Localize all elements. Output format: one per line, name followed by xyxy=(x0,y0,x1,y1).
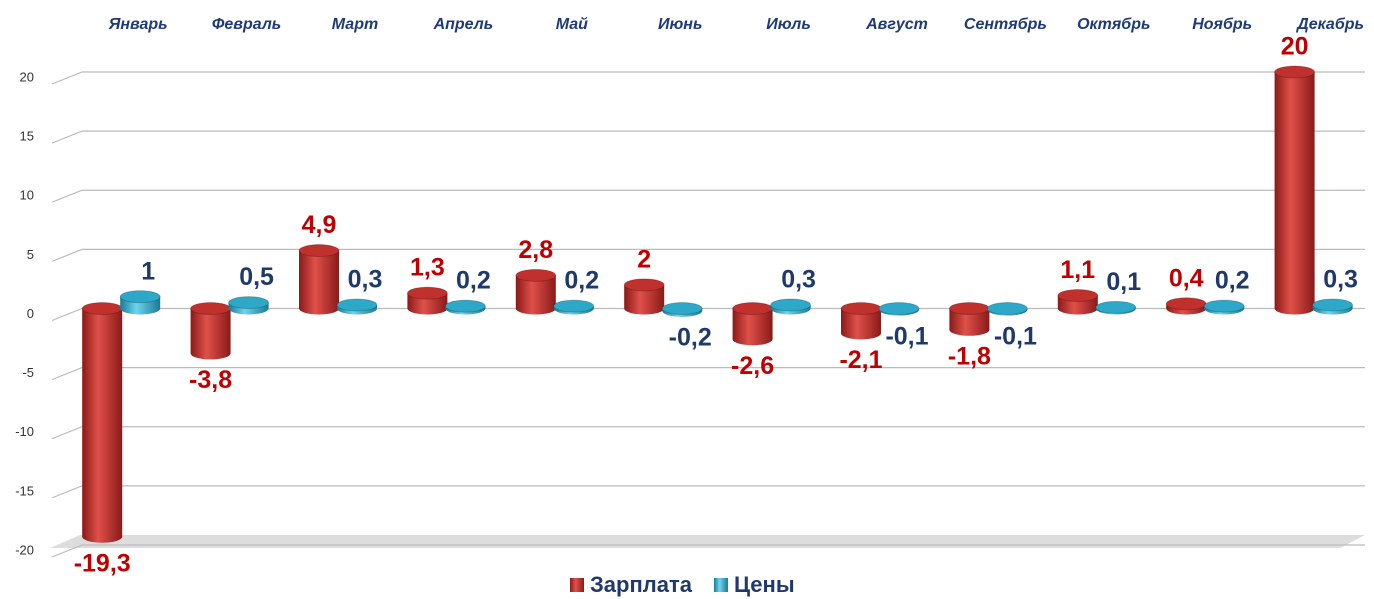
y-tick-label: -20 xyxy=(15,542,34,557)
x-tick-label: Июль xyxy=(766,16,811,33)
bar-top xyxy=(553,299,595,313)
value-label: 2 xyxy=(637,245,651,273)
value-label: 2,8 xyxy=(518,236,553,264)
bar xyxy=(949,308,990,330)
value-label: -1,8 xyxy=(948,342,991,370)
bar-top xyxy=(298,244,340,258)
value-label: 4,9 xyxy=(302,211,337,239)
y-tick-label: 10 xyxy=(20,188,34,203)
y-tick-label: 20 xyxy=(20,69,34,84)
bar-top xyxy=(948,302,990,315)
value-label: -0,2 xyxy=(669,323,712,351)
legend-label: Цены xyxy=(734,572,795,597)
value-label: 1 xyxy=(141,257,155,285)
bar-top xyxy=(1057,288,1099,302)
bar-top xyxy=(1274,65,1316,79)
bar-top xyxy=(406,286,448,300)
bar-top xyxy=(515,268,557,282)
bar-top xyxy=(444,299,486,313)
bar-top xyxy=(623,278,665,292)
bar xyxy=(190,308,231,354)
bar-top xyxy=(770,298,812,312)
floor xyxy=(50,535,1365,548)
legend-swatch xyxy=(713,578,728,592)
x-tick-label: Март xyxy=(332,16,378,33)
grid-line xyxy=(51,485,1365,499)
y-tick-label: -10 xyxy=(15,424,34,439)
bar-top xyxy=(190,302,232,315)
bar-top xyxy=(336,298,378,312)
bar-top xyxy=(228,296,270,310)
value-label: 0,2 xyxy=(456,267,491,295)
bar-top xyxy=(119,290,161,304)
grid-line xyxy=(51,307,1365,322)
grid-line xyxy=(51,544,1365,558)
value-label: -0,1 xyxy=(994,322,1037,350)
value-label: 1,1 xyxy=(1060,256,1095,284)
x-tick-label: Сентябрь xyxy=(964,16,1047,33)
grid-line xyxy=(51,426,1365,440)
bar xyxy=(624,284,665,309)
bar-top xyxy=(732,302,774,315)
value-label: 0,2 xyxy=(1215,267,1250,295)
x-tick-label: Апрель xyxy=(433,16,494,33)
bar xyxy=(1274,72,1315,309)
y-tick-label: -5 xyxy=(22,365,34,380)
value-label: -2,6 xyxy=(731,352,774,380)
y-tick-label: 0 xyxy=(27,306,34,321)
grid-line xyxy=(51,71,1365,85)
y-tick-label: 15 xyxy=(20,129,34,144)
grid-line xyxy=(51,189,1365,203)
value-label: 0,3 xyxy=(781,266,816,294)
value-label: -2,1 xyxy=(839,346,882,374)
grid-line xyxy=(51,367,1365,381)
grid-line xyxy=(51,130,1365,144)
value-label: 20 xyxy=(1281,33,1309,61)
value-label: 1,3 xyxy=(410,254,445,282)
bar-top xyxy=(840,302,882,315)
x-tick-label: Август xyxy=(865,16,928,33)
value-label: 0,2 xyxy=(564,267,599,295)
y-tick-label: 5 xyxy=(27,247,34,262)
x-tick-label: Январь xyxy=(108,16,168,33)
bar-top xyxy=(878,302,920,315)
value-label: 0,3 xyxy=(1323,266,1358,294)
legend-swatch xyxy=(570,578,584,592)
x-tick-label: Ноябрь xyxy=(1192,16,1252,33)
bar-top xyxy=(81,302,123,315)
bar xyxy=(299,250,339,309)
bar xyxy=(82,308,123,537)
x-tick-label: Октябрь xyxy=(1077,16,1150,33)
value-label: -3,8 xyxy=(189,366,232,394)
x-tick-label: Февраль xyxy=(212,16,281,33)
bar-top xyxy=(986,302,1028,315)
grid-line xyxy=(51,248,1365,262)
value-label: -19,3 xyxy=(74,549,131,577)
value-label: 0,3 xyxy=(348,266,383,294)
bar-top xyxy=(661,302,703,315)
value-label: 0,1 xyxy=(1106,268,1141,296)
value-label: 0,5 xyxy=(239,263,274,291)
value-label: 0,4 xyxy=(1169,264,1204,292)
bar-top xyxy=(1203,299,1245,313)
bar-top xyxy=(1095,300,1137,314)
value-label: -0,1 xyxy=(885,322,928,350)
x-tick-label: Декабрь xyxy=(1295,16,1364,33)
legend-label: Зарплата xyxy=(590,572,693,597)
bar-top xyxy=(1165,297,1207,311)
x-tick-label: Май xyxy=(556,16,588,33)
bar-top xyxy=(1312,298,1354,312)
x-tick-label: Июнь xyxy=(658,16,703,33)
y-tick-label: -15 xyxy=(15,483,34,498)
